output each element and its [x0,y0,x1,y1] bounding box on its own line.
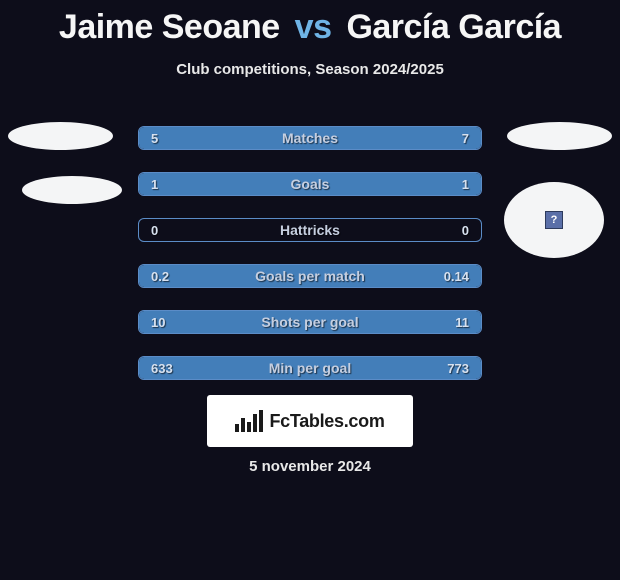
brand-text: FcTables.com [269,411,384,432]
stat-label: Hattricks [139,219,481,241]
subtitle: Club competitions, Season 2024/2025 [0,61,620,78]
brand-logo[interactable]: FcTables.com [207,395,413,447]
stat-row: 0.20.14Goals per match [138,264,482,288]
stat-row: 11Goals [138,172,482,196]
stat-bar-left [139,173,310,195]
player2-club-badge-circle [504,182,604,258]
stat-row: 633773Min per goal [138,356,482,380]
stats-container: 57Matches11Goals00Hattricks0.20.14Goals … [138,126,482,402]
vs-label: vs [295,8,332,46]
stat-value-left: 633 [151,357,173,379]
stat-value-right: 7 [462,127,469,149]
brand-chart-icon [235,410,263,432]
stat-row: 1011Shots per goal [138,310,482,334]
placeholder-badge-icon [545,211,563,229]
stat-value-right: 1 [462,173,469,195]
player1-avatar-oval-top [8,122,113,150]
stat-bar-left [139,265,340,287]
stat-row: 57Matches [138,126,482,150]
snapshot-date: 5 november 2024 [0,458,620,475]
player1-name: Jaime Seoane [59,8,280,46]
stat-value-right: 773 [447,357,469,379]
stat-bar-left [139,127,282,149]
stat-bar-right [282,127,481,149]
player2-avatar-oval-top [507,122,612,150]
stat-value-right: 0 [462,219,469,241]
stat-value-left: 1 [151,173,158,195]
stat-bar-right [310,173,481,195]
stat-value-left: 5 [151,127,158,149]
stat-value-right: 0.14 [444,265,469,287]
stat-value-left: 0.2 [151,265,169,287]
stat-value-right: 11 [455,311,469,333]
comparison-title: Jaime Seoane vs García García [0,0,620,47]
player1-avatar-oval-bottom [22,176,122,204]
stat-value-left: 0 [151,219,158,241]
player2-name: García García [346,8,561,46]
stat-value-left: 10 [151,311,165,333]
stat-row: 0 0Hattricks [138,218,482,242]
